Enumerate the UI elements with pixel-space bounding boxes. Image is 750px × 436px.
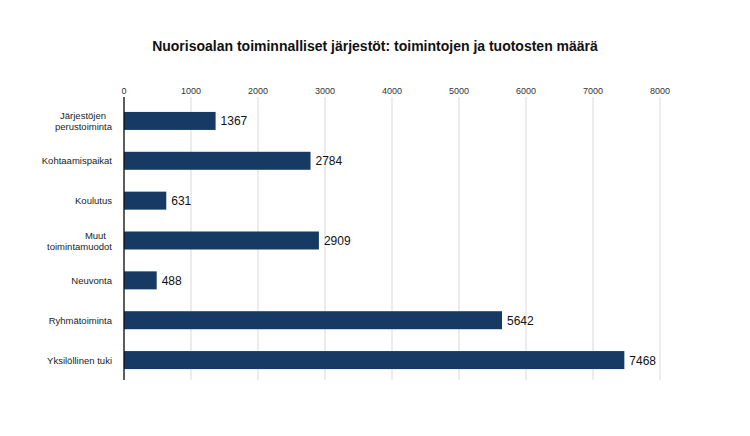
- category-label: Muuttoimintamuodot: [47, 230, 112, 252]
- category-label: Ryhmätoiminta: [49, 315, 113, 326]
- grid-line: [593, 97, 594, 380]
- grid-line: [660, 97, 661, 380]
- data-label: 2909: [324, 234, 351, 248]
- grid-line: [459, 97, 460, 380]
- category-label: Kohtaamispaikat: [42, 155, 113, 166]
- bar: [124, 311, 502, 329]
- bar: [124, 271, 157, 289]
- axis-line: [123, 97, 124, 380]
- tick-label: 5000: [449, 86, 469, 96]
- tick-label: 1000: [181, 86, 201, 96]
- category-label-line: toimintamuodot: [47, 241, 112, 252]
- chart: Nuorisoalan toiminnalliset järjestöt: to…: [0, 0, 750, 436]
- data-label: 488: [162, 274, 182, 288]
- category-label: Neuvonta: [71, 275, 112, 286]
- data-label: 5642: [507, 314, 534, 328]
- category-label: Yksilöllinen tuki: [47, 355, 112, 366]
- bar: [124, 351, 624, 369]
- bar: [124, 232, 319, 250]
- title: Nuorisoalan toiminnalliset järjestöt: to…: [152, 38, 598, 54]
- data-label: 7468: [629, 354, 656, 368]
- grid-line: [392, 97, 393, 380]
- tick-label: 8000: [650, 86, 670, 96]
- data-label: 2784: [316, 154, 343, 168]
- data-label: 1367: [221, 114, 248, 128]
- category-label-line: Muut: [85, 230, 106, 241]
- bar: [124, 112, 216, 130]
- tick-label: 3000: [315, 86, 335, 96]
- category-label-line: Järjestöjen: [60, 110, 106, 121]
- tick-label: 4000: [382, 86, 402, 96]
- data-label: 631: [171, 194, 191, 208]
- tick-label: 0: [121, 86, 126, 96]
- bars: [124, 112, 624, 369]
- category-label: Koulutus: [75, 195, 112, 206]
- tick-label: 2000: [248, 86, 268, 96]
- bar: [124, 192, 166, 210]
- grid-line: [124, 97, 125, 380]
- tick-label: 7000: [583, 86, 603, 96]
- category-label: Järjestöjenperustoiminta: [55, 110, 113, 132]
- bar: [124, 152, 311, 170]
- category-label-line: perustoiminta: [55, 121, 113, 132]
- grid-line: [526, 97, 527, 380]
- tick-label: 6000: [516, 86, 536, 96]
